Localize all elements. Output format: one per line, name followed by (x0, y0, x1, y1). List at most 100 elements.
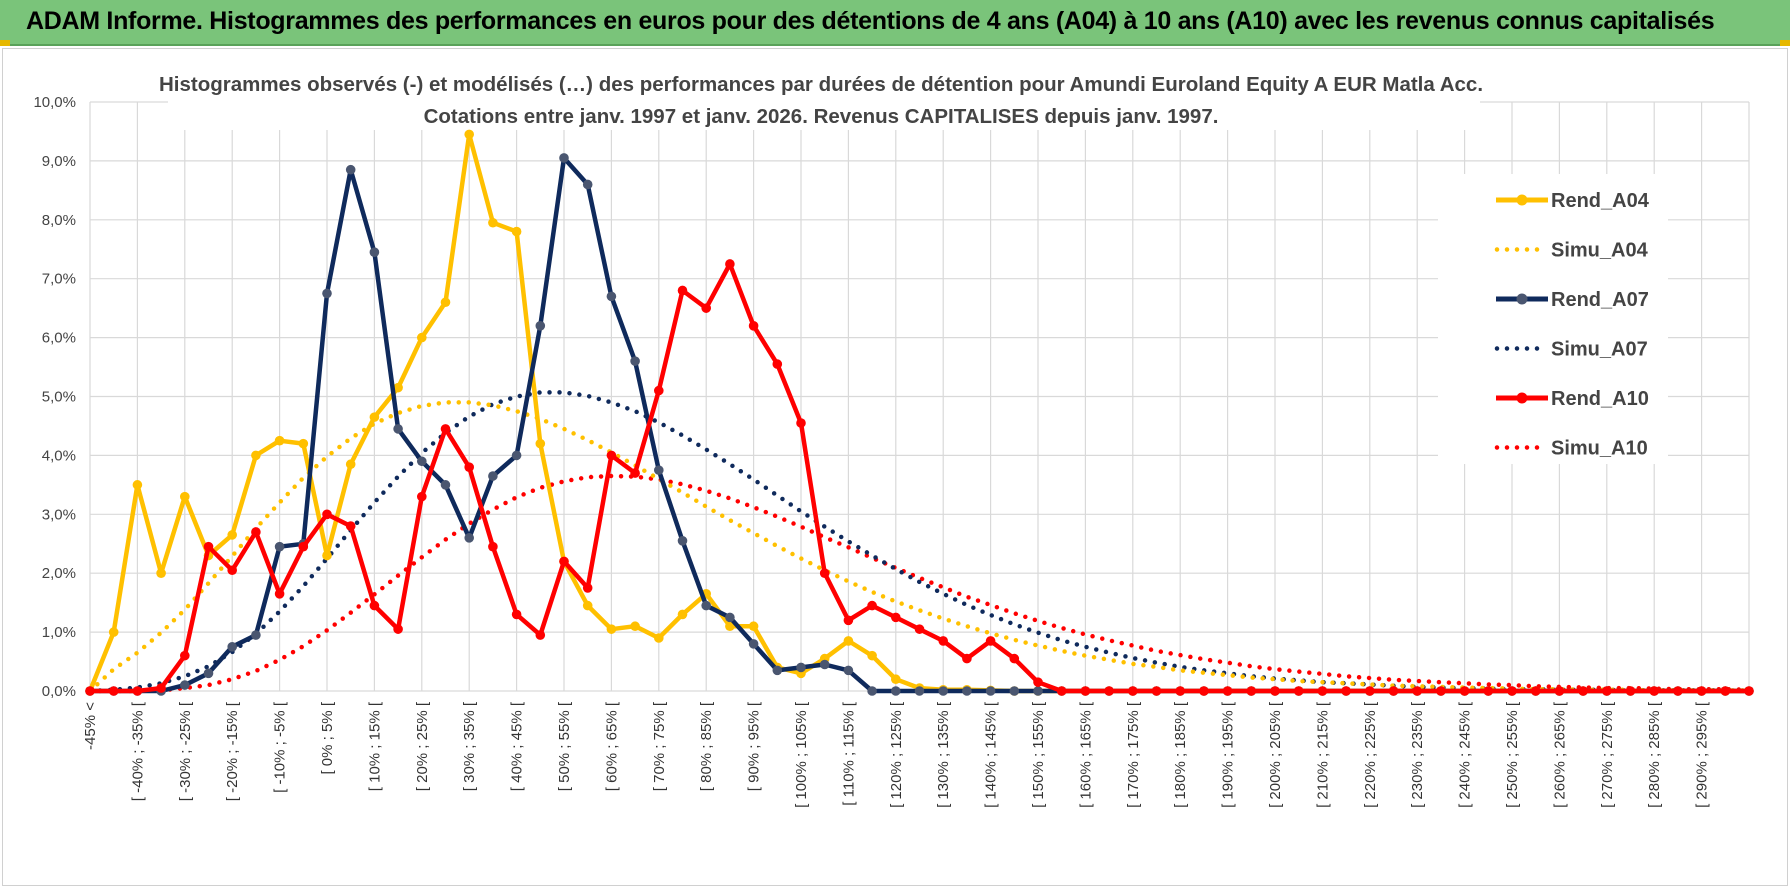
y-axis-ticks: 0,0% 1,0% 2,0% 3,0% 4,0% 5,0% 6,0% 7,0% 8,0% 9,0%… (33, 94, 76, 700)
data-point (1080, 686, 1091, 696)
data-point (85, 686, 95, 696)
data-point (369, 600, 380, 611)
data-point (938, 636, 948, 646)
series-line (87, 400, 1752, 694)
data-point (251, 450, 261, 461)
data-point (1436, 686, 1446, 696)
data-point (1554, 686, 1565, 696)
x-tick-label: [ -30% ; -25% [ (177, 701, 194, 801)
data-point (1128, 686, 1138, 696)
data-point (1033, 677, 1043, 687)
data-point (748, 639, 759, 649)
data-point (488, 471, 498, 481)
y-tick-label: 8,0% (42, 212, 76, 229)
x-axis-ticks: -45% < [ -40% ; -35% [[ -30% ; -25% [[ -2… (82, 701, 1711, 808)
data-point (772, 359, 783, 369)
data-point (132, 686, 143, 696)
data-point (891, 612, 901, 623)
y-tick-label: 9,0% (42, 153, 76, 170)
data-point (1625, 686, 1636, 696)
data-point (630, 621, 640, 632)
data-point (843, 636, 854, 646)
x-tick-label: [ 260% ; 265% [ (1551, 701, 1568, 808)
legend-item-Rend_A10: Rend_A10 (1496, 388, 1649, 410)
data-point (203, 541, 214, 552)
data-point (393, 624, 403, 634)
data-point (701, 600, 711, 611)
data-point (1104, 686, 1114, 696)
series-line (87, 473, 1752, 694)
x-tick-label: [ 80% ; 85% [ (698, 701, 715, 791)
data-point (227, 642, 237, 652)
data-point (1507, 686, 1517, 696)
gridlines (89, 101, 1750, 692)
data-point (322, 509, 332, 520)
data-point (796, 418, 806, 428)
data-point (227, 565, 237, 576)
data-point (962, 686, 972, 696)
data-point (298, 438, 309, 449)
y-tick-label: 0,0% (42, 683, 76, 700)
header-banner: ADAM Informe. Histogrammes des performan… (0, 0, 1790, 46)
data-point (985, 636, 996, 646)
x-tick-label: [ 190% ; 195% [ (1220, 701, 1237, 808)
x-tick-label: [ 30% ; 35% [ (461, 701, 478, 791)
data-point (369, 247, 380, 257)
x-tick-label: [ -40% ; -35% [ (129, 701, 146, 801)
x-tick-label: [ 200% ; 205% [ (1267, 701, 1284, 808)
data-point (985, 686, 996, 696)
data-point (1293, 686, 1304, 696)
x-tick-label: [ 140% ; 145% [ (983, 701, 1000, 808)
data-point (464, 462, 475, 472)
data-point (630, 468, 640, 478)
chart-title-line2: Cotations entre janv. 1997 et janv. 2026… (424, 105, 1219, 128)
x-tick-label: [ 20% ; 25% [ (414, 701, 431, 791)
data-point (440, 480, 451, 490)
data-point (180, 680, 190, 690)
data-point (582, 179, 593, 190)
series-Rend_A10 (85, 259, 1754, 696)
data-point (417, 491, 427, 502)
data-point (1365, 686, 1375, 696)
y-tick-label: 10,0% (33, 94, 76, 111)
data-point (511, 226, 522, 237)
x-tick-label: [ 60% ; 65% [ (603, 701, 620, 791)
title-backdrop (168, 66, 1480, 130)
data-point (1175, 686, 1185, 696)
data-point (914, 686, 925, 696)
data-point (1459, 686, 1470, 696)
y-tick-label: 3,0% (42, 506, 76, 523)
data-point (677, 609, 688, 620)
data-point (725, 259, 735, 269)
data-point (559, 153, 569, 163)
legend-marker (1516, 392, 1528, 404)
x-tick-label: [ 160% ; 165% [ (1077, 701, 1094, 808)
legend-marker (1516, 194, 1528, 206)
data-point (654, 385, 664, 396)
banner-corner-right (1780, 40, 1790, 46)
data-point (440, 424, 451, 434)
data-point (369, 412, 380, 422)
data-point (1483, 686, 1494, 696)
data-point (417, 456, 427, 467)
chart-title-line1: Histogrammes observés (-) et modélisés (… (159, 73, 1483, 96)
data-point (962, 653, 972, 664)
legend-label: Simu_A04 (1551, 240, 1649, 262)
x-tick-label: [ 220% ; 225% [ (1362, 701, 1379, 808)
x-tick-label: [ 180% ; 185% [ (1172, 701, 1189, 808)
data-point (132, 480, 143, 490)
x-tick-label: [ 10% ; 15% [ (366, 701, 383, 791)
data-point (843, 665, 854, 676)
data-point (1720, 686, 1731, 696)
data-point (1530, 686, 1541, 696)
x-tick-label: [ 90% ; 95% [ (746, 701, 763, 791)
data-point (488, 217, 498, 228)
data-point (1056, 686, 1067, 696)
data-point (108, 627, 119, 637)
data-point (1222, 686, 1233, 696)
y-tick-label: 5,0% (42, 389, 76, 406)
x-tick-label: [ -10% ; -5% [ (272, 701, 289, 793)
x-tick-label: [ 290% ; 295% [ (1694, 701, 1711, 808)
legend: Rend_A04 Simu_A04 Rend_A07 Simu_A07 Rend_A10… (1494, 190, 1650, 460)
y-tick-label: 6,0% (42, 330, 76, 347)
